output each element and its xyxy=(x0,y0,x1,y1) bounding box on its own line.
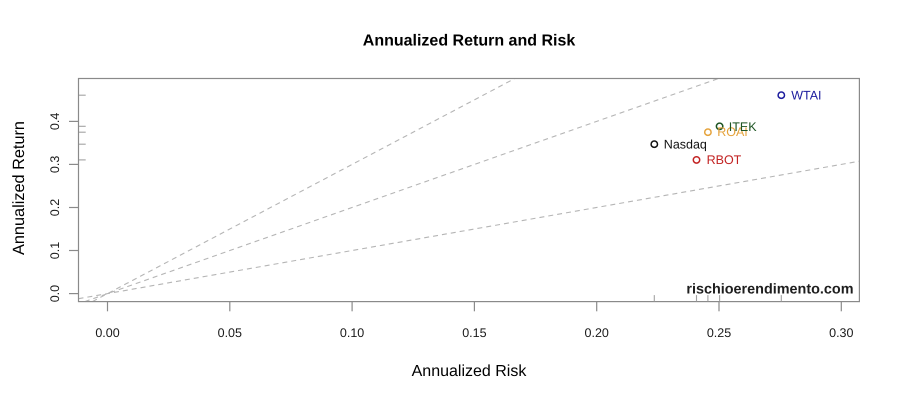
svg-text:Annualized Return and Risk: Annualized Return and Risk xyxy=(363,33,576,50)
svg-text:0.05: 0.05 xyxy=(218,326,242,340)
svg-text:Nasdaq: Nasdaq xyxy=(664,138,707,152)
svg-text:RBOT: RBOT xyxy=(707,153,742,167)
svg-text:0.3: 0.3 xyxy=(48,156,62,173)
svg-text:ITEK: ITEK xyxy=(729,120,757,134)
svg-text:rischioerendimento.com: rischioerendimento.com xyxy=(686,281,853,297)
svg-text:0.1: 0.1 xyxy=(48,242,62,259)
svg-text:0.0: 0.0 xyxy=(48,285,62,302)
svg-text:0.00: 0.00 xyxy=(95,326,119,340)
svg-text:0.25: 0.25 xyxy=(707,326,731,340)
svg-text:WTAI: WTAI xyxy=(791,89,821,103)
svg-text:0.30: 0.30 xyxy=(829,326,853,340)
svg-text:0.15: 0.15 xyxy=(462,326,486,340)
svg-text:Annualized Risk: Annualized Risk xyxy=(412,363,528,380)
svg-text:0.4: 0.4 xyxy=(48,113,62,130)
svg-text:ROAI: ROAI xyxy=(717,125,748,139)
svg-text:0.2: 0.2 xyxy=(48,199,62,216)
svg-text:0.10: 0.10 xyxy=(340,326,364,340)
svg-text:Annualized Return: Annualized Return xyxy=(10,121,28,255)
svg-text:0.20: 0.20 xyxy=(585,326,609,340)
